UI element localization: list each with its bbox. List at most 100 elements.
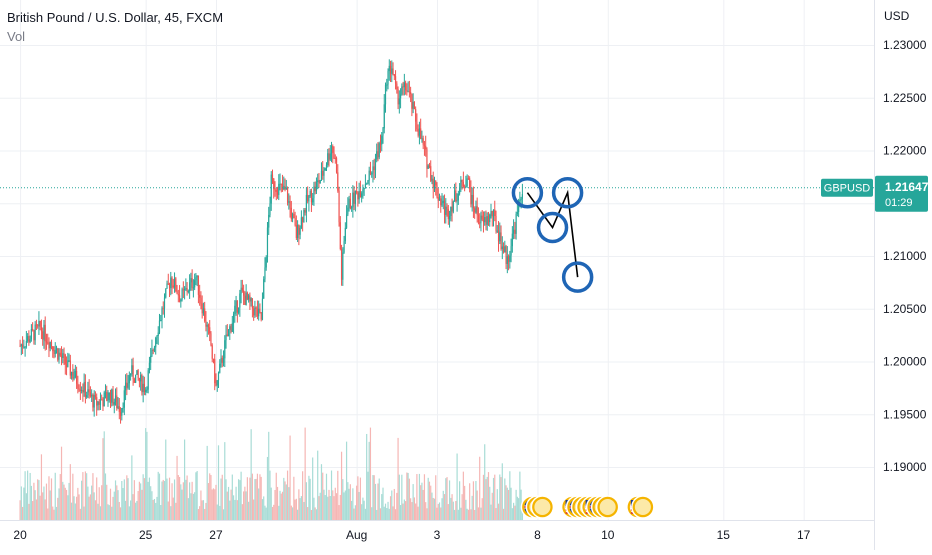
volume-bar: [372, 475, 374, 520]
volume-bar: [492, 477, 495, 520]
volume-bar: [113, 491, 115, 520]
volume-bar: [84, 471, 86, 520]
volume-bar: [427, 477, 429, 520]
candle-body: [79, 389, 81, 392]
volume-bar: [177, 475, 179, 520]
candle-body: [384, 84, 387, 105]
candle-body: [102, 400, 104, 407]
candle-body: [459, 187, 461, 194]
volume-bar: [297, 509, 299, 520]
volume-bar: [119, 507, 122, 520]
volume-bar: [313, 497, 315, 520]
event-icon-inner: [534, 499, 551, 515]
candle-body: [54, 349, 56, 354]
volume-bar: [197, 509, 200, 520]
candle-body: [383, 104, 385, 129]
candle-body: [264, 267, 266, 280]
candle-body: [323, 170, 325, 176]
candle-body: [275, 189, 277, 192]
volume-bar: [325, 473, 328, 520]
candle-body: [445, 206, 447, 215]
candle-body: [168, 284, 171, 289]
candle-body: [81, 390, 83, 392]
candle-body: [408, 91, 410, 93]
volume-bar: [507, 489, 510, 520]
volume-bar: [212, 488, 215, 520]
volume-bar: [96, 477, 98, 520]
candle-body: [89, 392, 92, 397]
volume-bar: [340, 451, 343, 520]
candle-body: [490, 210, 492, 215]
volume-bar: [433, 498, 436, 520]
volume-bar: [437, 503, 439, 520]
economic-events[interactable]: [520, 495, 655, 519]
volume-bar: [472, 481, 475, 520]
candle-body: [475, 206, 477, 213]
candle-body: [141, 375, 143, 393]
candle-body: [388, 65, 390, 72]
candle-body: [175, 278, 177, 292]
candle-body: [117, 406, 119, 409]
candle-body: [222, 358, 225, 363]
volume-bar: [258, 488, 260, 520]
candle-body: [481, 215, 483, 220]
volume-bar: [32, 501, 34, 520]
event-icon[interactable]: [631, 495, 655, 519]
volume-bar: [153, 498, 156, 520]
volume-bar: [192, 493, 194, 520]
volume-bar: [393, 488, 395, 520]
event-icon[interactable]: [595, 495, 620, 519]
candle-body: [227, 329, 230, 337]
time-axis[interactable]: 20 25 27 Aug 3 8 10 15 17: [0, 520, 874, 550]
candle-body: [72, 372, 74, 379]
volume-bar: [102, 438, 104, 520]
candle-body: [274, 189, 276, 191]
volume-bar: [432, 497, 434, 520]
volume-bar: [378, 478, 380, 520]
candle-body: [349, 198, 351, 209]
pattern-line: [526, 189, 579, 278]
volume-bar: [117, 490, 119, 520]
volume-bar: [87, 486, 89, 520]
volume-bar: [396, 492, 398, 520]
candle-body: [505, 246, 507, 264]
candle-body: [263, 279, 265, 299]
candle-body: [205, 321, 207, 327]
candle-body: [250, 298, 252, 302]
volume-bar: [261, 499, 264, 520]
volume-bar: [291, 507, 294, 520]
candle-body: [191, 278, 193, 288]
candle-body: [128, 375, 130, 384]
candle-body: [108, 392, 110, 401]
candle-body: [511, 233, 513, 247]
volume-bar: [205, 502, 207, 520]
candle-body: [27, 336, 29, 342]
candle-body: [254, 307, 256, 316]
candle-body: [491, 210, 493, 217]
volume-bar: [366, 433, 368, 520]
pattern-drawing[interactable]: [511, 176, 594, 293]
volume-bar: [132, 494, 134, 520]
candle-body: [436, 185, 438, 198]
volume-bar: [351, 500, 353, 520]
candle-body: [107, 400, 109, 402]
volume-bar: [477, 507, 480, 520]
price-axis[interactable]: USD 1.230001.225001.220001.215001.210001…: [874, 0, 932, 550]
volume-bar: [122, 488, 124, 520]
volume-bar: [43, 486, 45, 520]
candle-body: [104, 392, 107, 394]
volume-bar: [347, 482, 349, 520]
volume-bar: [101, 485, 103, 520]
volume-bar: [64, 487, 66, 520]
candle-body: [189, 282, 191, 292]
candle-body: [34, 324, 36, 341]
candle-body: [52, 346, 54, 352]
volume-bar: [133, 480, 135, 520]
event-icon[interactable]: [530, 495, 555, 519]
candle-body: [217, 372, 220, 381]
volume-bar: [83, 506, 85, 520]
candle-body: [44, 324, 46, 342]
volume-bar: [289, 435, 291, 520]
volume-bar: [415, 503, 417, 520]
